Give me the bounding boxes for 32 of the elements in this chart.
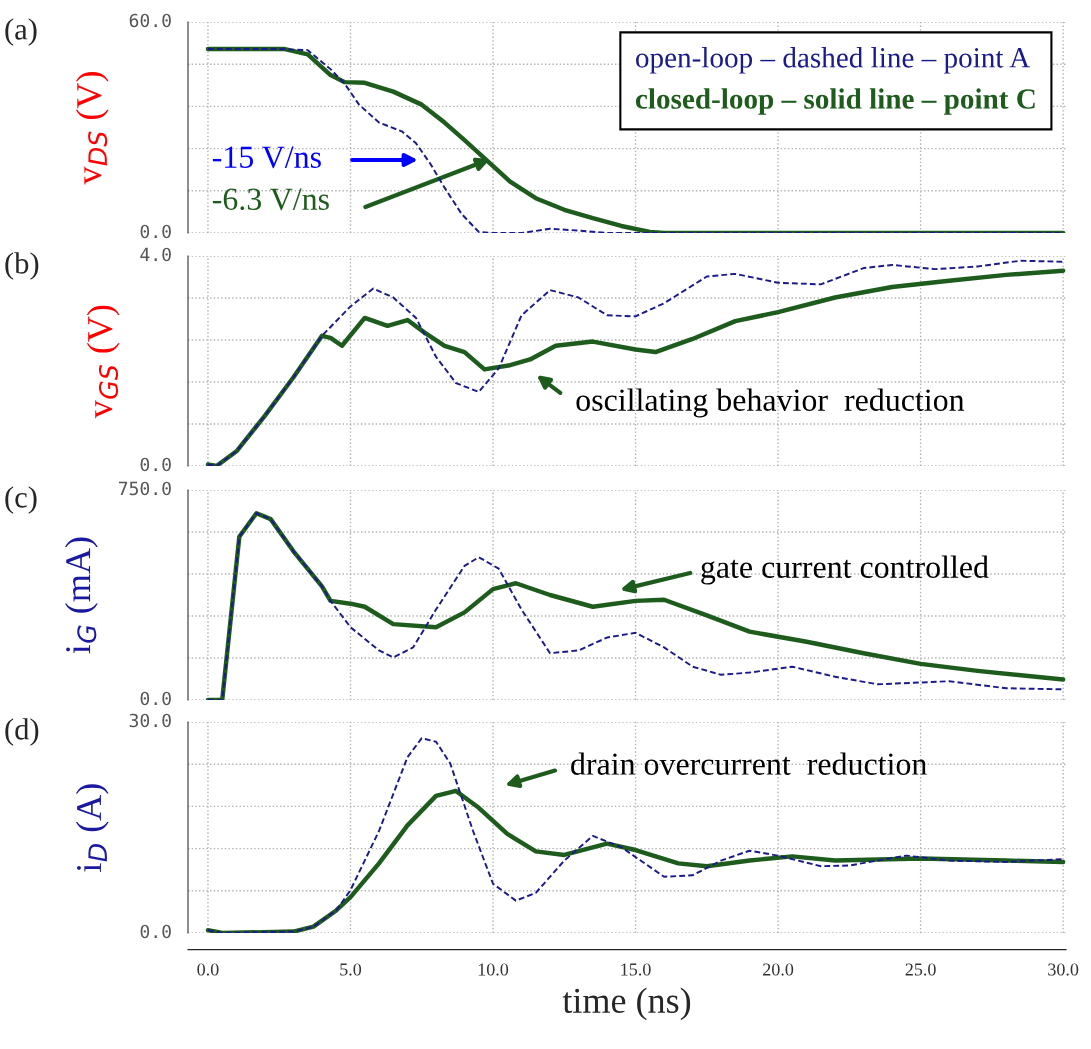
- x-axis-title: time (ns): [562, 987, 691, 1021]
- y-tick-label: 30.0: [129, 713, 171, 728]
- annotation: -6.3 V/ns: [212, 188, 329, 211]
- x-tick-label: 10.0: [478, 963, 509, 976]
- x-tick-label: 5.0: [340, 963, 362, 976]
- y-tick-label: 0.0: [140, 924, 171, 939]
- y-tick-label: 750.0: [118, 481, 171, 496]
- text: (d): [5, 718, 39, 746]
- y-tick-label: 0.0: [140, 224, 171, 239]
- text: (c): [5, 486, 37, 514]
- x-tick-label: 15.0: [621, 963, 651, 976]
- y-axis-title: v$_{GS}$ (V): [86, 305, 120, 419]
- y-axis-title: v$_{DS}$ (V): [75, 72, 109, 185]
- annotation: gate current controlled: [701, 555, 989, 585]
- x-tick-label: 25.0: [905, 963, 936, 976]
- annotation: oscillating behavior reduction: [576, 388, 965, 418]
- text: (b): [5, 252, 39, 280]
- text: closed-loop – solid line – point C: [635, 88, 1035, 115]
- x-tick-label: 30.0: [1048, 963, 1079, 976]
- line-series: [206, 737, 1065, 933]
- y-tick-label: 0.0: [140, 691, 171, 706]
- y-tick-label: 60.0: [129, 13, 171, 28]
- text: (a): [5, 18, 37, 46]
- x-tick-label: 0.0: [197, 963, 219, 976]
- y-tick-label: 0.0: [140, 457, 171, 472]
- x-tick-label: 20.0: [763, 963, 794, 976]
- text: open-loop – dashed line – point A: [636, 47, 1031, 74]
- y-axis-title: i$_{D}$ (A): [75, 784, 109, 872]
- y-tick-label: 4.0: [140, 247, 171, 262]
- annotation: -15 V/ns: [212, 146, 321, 169]
- y-axis-title: i$_{G}$ (mA): [65, 537, 98, 654]
- annotation: drain overcurrent reduction: [571, 752, 927, 775]
